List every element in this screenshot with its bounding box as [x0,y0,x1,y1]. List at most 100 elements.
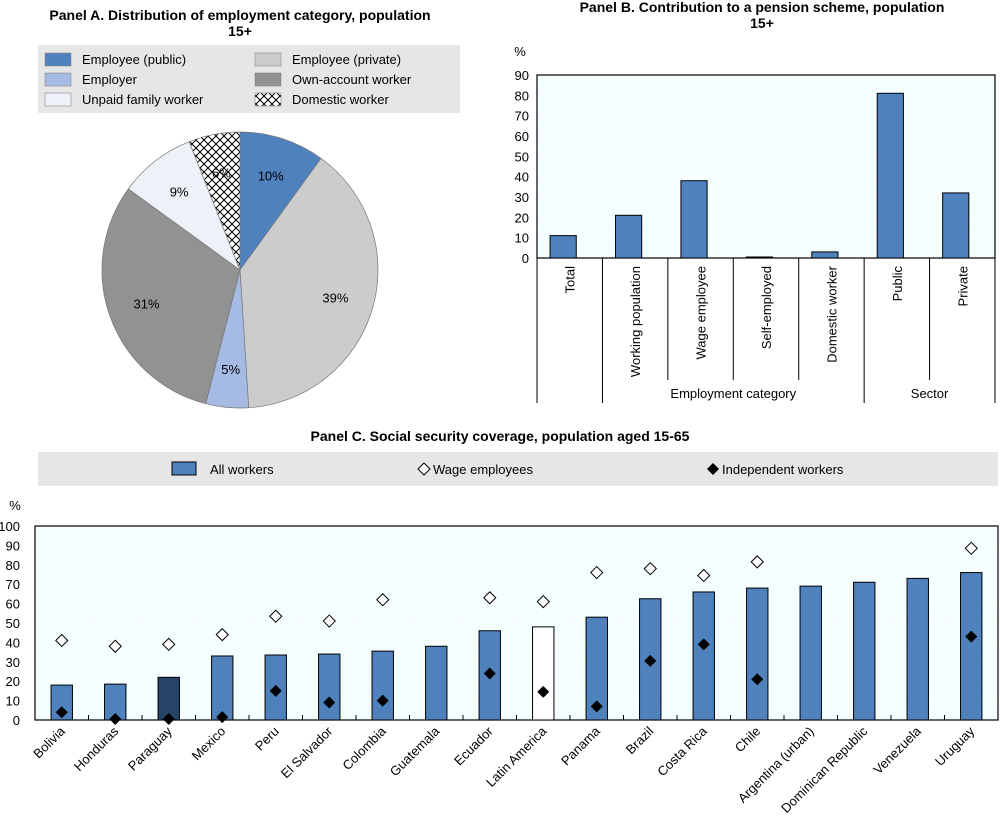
x-tick-label: Costa Rica [654,723,710,779]
legend-label: Own-account worker [292,72,412,87]
wage-employees-marker [697,568,711,583]
y-tick-label: 10 [6,694,20,709]
independent-workers-marker [109,713,122,726]
independent-workers-marker [55,706,68,719]
legend-label: Employee (private) [292,52,401,67]
bar [211,655,234,721]
y-tick-label: 70 [6,577,20,592]
wage-employees-marker [483,591,497,605]
x-tick-label: Ecuador [451,723,496,768]
x-tick-label: Colombia [339,723,389,773]
x-tick-label: Bolivia [30,723,68,761]
independent-workers-marker [323,696,336,709]
x-tick-label: Total [563,266,578,294]
independent-workers-marker [965,630,978,643]
y-tick-label: 80 [515,88,529,103]
x-tick-label: Chile [732,724,764,756]
pie-label: 9% [170,184,189,199]
wage-employees-marker [964,541,978,556]
y-tick-label: 100 [0,519,20,534]
legend-box [38,452,998,486]
bar [532,626,555,721]
panel-a-title: Panel A. Distribution of employment cate… [49,7,430,23]
legend-label: Employee (public) [82,52,186,67]
wage-employees-marker [162,637,176,652]
bar [692,591,715,721]
bar [942,192,970,259]
bar [615,214,643,259]
wage-employees-marker [215,627,229,642]
plot-border [34,525,999,721]
y-tick-label: 0 [522,251,529,266]
legend-label: Unpaid family worker [82,92,204,107]
y-tick-label: 40 [6,635,20,650]
bar [811,251,839,259]
panel-b-title: Panel B. Contribution to a pension schem… [580,0,945,15]
bar [585,616,608,721]
legend-swatch [254,52,282,67]
bar [50,684,73,721]
y-tick-label: 90 [515,68,529,83]
y-tick-label: 50 [6,616,20,631]
bar [876,92,904,259]
bar [549,235,577,259]
bar [425,645,448,721]
y-axis-label: % [514,44,526,59]
bar [318,653,341,721]
plot-area [537,75,995,258]
y-tick-label: 40 [515,170,529,185]
pie-label: 31% [133,297,159,312]
independent-workers-marker [644,654,657,667]
x-tick-label: Peru [252,724,282,754]
wage-employees-marker [269,609,283,623]
legend-marker-open-diamond [417,462,431,476]
legend-swatch [44,92,72,107]
group-label: Employment category [670,386,796,401]
independent-workers-marker [162,713,175,726]
x-tick-label: Uruguay [932,723,978,769]
y-tick-label: 60 [515,129,529,144]
bar [799,585,822,721]
bar [746,587,769,721]
legend-label: Domestic worker [292,92,389,107]
x-tick-label: Brazil [623,723,657,757]
y-axis-label: % [9,498,21,513]
wage-employees-marker [55,633,69,648]
pie-label: 10% [258,169,284,184]
legend-swatch-bar [171,461,197,476]
y-tick-label: 30 [6,655,20,670]
group-label: Sector [911,386,949,401]
pie-label: 5% [221,362,240,377]
panel-a-title-2: 15+ [228,23,252,39]
bar [745,256,774,259]
x-tick-label: Mexico [189,724,229,764]
panel-c-title: Panel C. Social security coverage, popul… [311,428,690,444]
pie-slice [188,131,241,271]
x-tick-label: Self-employed [759,266,774,349]
legend-swatch [254,92,282,107]
wage-employees-marker [376,593,390,607]
y-tick-label: 20 [6,674,20,689]
pie-label: 39% [322,291,348,306]
pie-slice [239,131,322,272]
x-tick-label: Public [890,266,905,302]
x-tick-label: Wage employee [694,266,709,359]
y-tick-label: 60 [6,597,20,612]
wage-employees-marker [108,639,122,653]
independent-workers-marker [590,700,603,713]
x-tick-label: Guatemala [387,723,443,779]
independent-workers-marker [751,673,764,686]
pie-slice [239,157,379,409]
legend-swatch [44,52,72,67]
y-tick-label: 70 [515,109,529,124]
pie-label: 6% [212,165,231,180]
legend-label: Independent workers [722,462,844,477]
y-tick-label: 80 [6,558,20,573]
x-tick-label: Working population [628,266,643,377]
independent-workers-marker [537,685,550,698]
legend-box [38,45,460,113]
legend-label: Wage employees [433,462,533,477]
x-tick-label: Panama [558,723,603,768]
independent-workers-marker [376,694,389,707]
wage-employees-marker [322,614,336,628]
